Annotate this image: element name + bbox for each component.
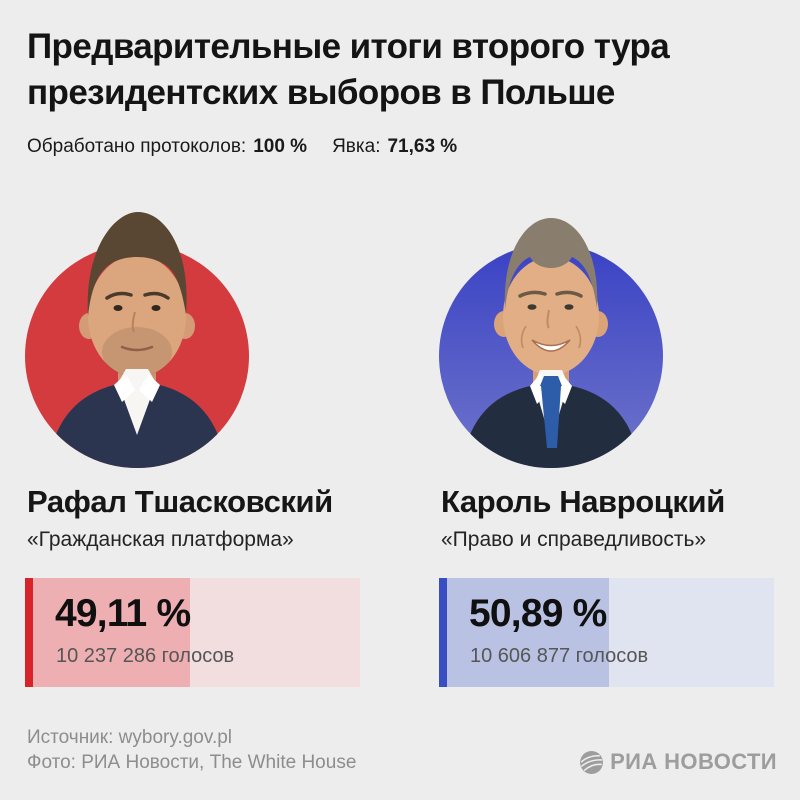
turnout: Явка: 71,63 % (332, 136, 457, 158)
candidate-name-left: Рафал Тшасковский (27, 484, 333, 519)
bar-fill-left (25, 578, 190, 687)
title-line-1: Предварительные итоги второго тура (27, 27, 670, 66)
bar-accent-stripe-right (439, 578, 447, 687)
portrait-man-dark-hair (47, 212, 227, 468)
turnout-label: Явка: (332, 136, 381, 157)
candidate-photo-right (439, 218, 663, 468)
title-line-2: президентских выборов в Польше (27, 73, 615, 112)
candidate-party-left: «Гражданская платформа» (27, 528, 294, 551)
protocols-processed: Обработано протоколов: 100 % (27, 136, 307, 158)
source-line: Источник: wybory.gov.pl (27, 727, 233, 748)
result-bar-right: 50,89 % 10 606 877 голосов (439, 578, 774, 687)
votes-right: 10 606 877 голосов (470, 645, 649, 667)
candidate-name-right: Кароль Навроцкий (441, 484, 725, 519)
bar-fill-right (439, 578, 610, 687)
page-title: Предварительные итоги второго тура прези… (27, 24, 787, 116)
turnout-value: 71,63 % (387, 136, 458, 157)
percent-right: 50,89 % (469, 592, 607, 635)
portrait-man-smiling (461, 218, 641, 468)
votes-left: 10 237 286 голосов (56, 645, 235, 667)
ria-globe-icon (580, 750, 604, 774)
candidate-nawrocki: Кароль Навроцкий «Право и справедливость… (439, 0, 774, 800)
candidate-trzaskowski: Рафал Тшасковский «Гражданская платформа… (25, 0, 360, 800)
protocols-value: 100 % (253, 136, 308, 157)
bar-accent-stripe-left (25, 578, 33, 687)
ria-logo-text: РИА НОВОСТИ (610, 749, 777, 774)
candidate-photo-left (25, 212, 249, 468)
ria-novosti-logo: РИА НОВОСТИ (579, 749, 777, 775)
candidate-party-right: «Право и справедливость» (441, 528, 707, 551)
photo-credit-line: Фото: РИА Новости, The White House (27, 752, 357, 773)
result-bar-left: 49,11 % 10 237 286 голосов (25, 578, 360, 687)
protocols-label: Обработано протоколов: (27, 136, 247, 157)
stats-row: Обработано протоколов: 100 % Явка: 71,63… (27, 136, 457, 158)
percent-left: 49,11 % (55, 592, 191, 635)
